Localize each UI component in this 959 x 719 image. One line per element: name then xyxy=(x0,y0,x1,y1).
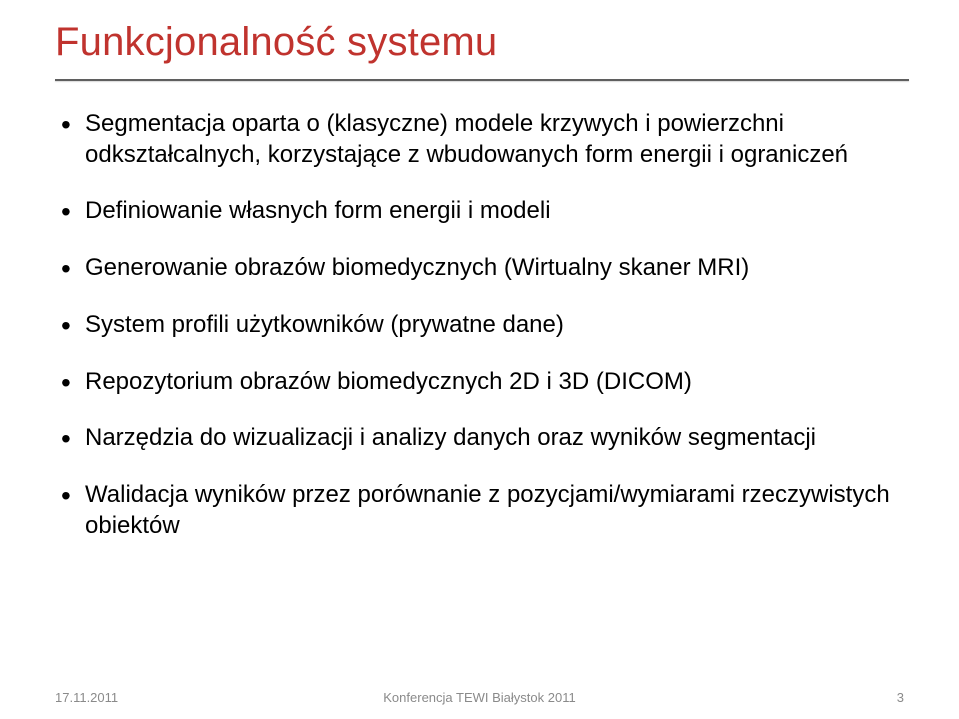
body-area: Segmentacja oparta o (klasyczne) modele … xyxy=(0,81,959,541)
list-item: Definiowanie własnych form energii i mod… xyxy=(55,196,899,227)
list-item: Narzędzia do wizualizacji i analizy dany… xyxy=(55,423,899,454)
slide-title: Funkcjonalność systemu xyxy=(55,20,909,65)
bullet-list: Segmentacja oparta o (klasyczne) modele … xyxy=(55,109,899,541)
footer: 17.11.2011 Konferencja TEWI Białystok 20… xyxy=(0,690,959,705)
list-item: Walidacja wyników przez porównanie z poz… xyxy=(55,480,899,541)
list-item: Repozytorium obrazów biomedycznych 2D i … xyxy=(55,367,899,398)
footer-date: 17.11.2011 xyxy=(0,690,235,705)
list-item: Segmentacja oparta o (klasyczne) modele … xyxy=(55,109,899,170)
list-item: System profili użytkowników (prywatne da… xyxy=(55,310,899,341)
footer-conference: Konferencja TEWI Białystok 2011 xyxy=(235,690,724,705)
list-item: Generowanie obrazów biomedycznych (Wirtu… xyxy=(55,253,899,284)
footer-page-number: 3 xyxy=(724,690,959,705)
slide: Funkcjonalność systemu Segmentacja opart… xyxy=(0,0,959,719)
title-area: Funkcjonalność systemu xyxy=(0,0,959,65)
